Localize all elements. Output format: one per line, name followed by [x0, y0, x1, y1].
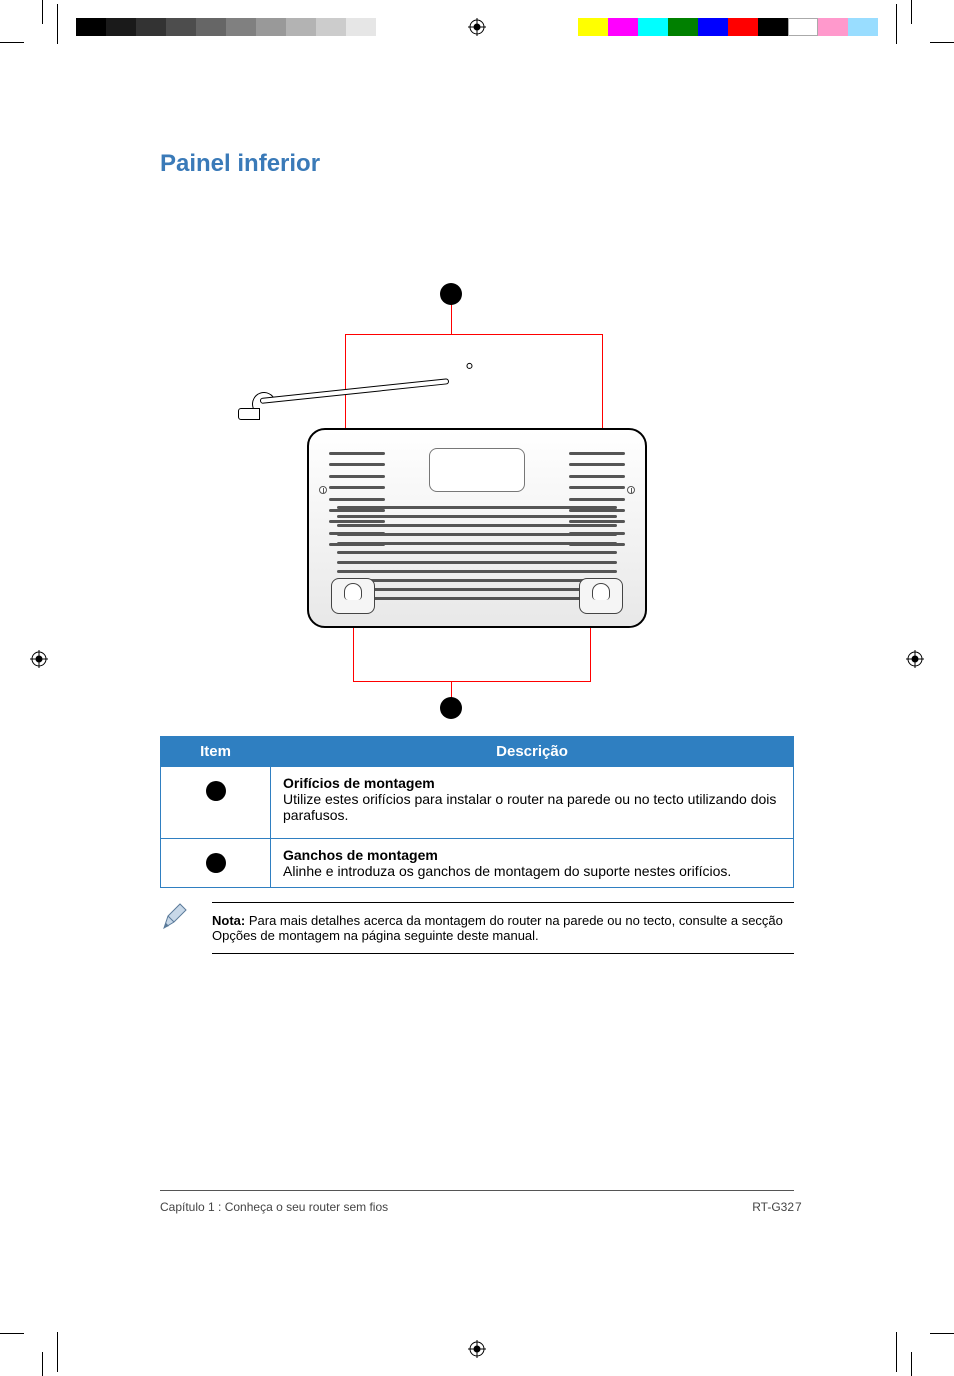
- row2-desc: Alinhe e introduza os ganchos de montage…: [283, 863, 731, 879]
- pencil-icon: [160, 902, 194, 937]
- table-header-item: Item: [161, 737, 271, 767]
- router-antenna: [238, 390, 458, 430]
- table-row: Ganchos de montagem Alinhe e introduza o…: [161, 839, 794, 888]
- callout-dot-2: [440, 697, 462, 719]
- grey-ramp: [76, 18, 376, 36]
- footer-page-number: 7: [795, 1200, 802, 1214]
- footer-chapter: Capítulo 1 : Conheça o seu router sem fi…: [160, 1200, 388, 1214]
- note-label: Nota:: [212, 913, 245, 928]
- mount-hook-left: [331, 578, 375, 614]
- footer-rule: [160, 1190, 794, 1191]
- callout-dot-1: [440, 283, 462, 305]
- router-bottom-illustration: [307, 428, 647, 628]
- description-table: Item Descrição Orifícios de montagem Uti…: [160, 736, 794, 888]
- note-text: Para mais detalhes acerca da montagem do…: [212, 913, 783, 943]
- row1-desc: Utilize estes orifícios para instalar o …: [283, 791, 776, 823]
- mount-hook-right: [579, 578, 623, 614]
- screw-hole-left: [319, 486, 327, 494]
- row-marker-1: [206, 781, 226, 801]
- screw-hole-right: [627, 486, 635, 494]
- cmyk-bar: [578, 18, 878, 36]
- table-header-desc: Descrição: [271, 737, 794, 767]
- figure-bottom-panel: [160, 218, 794, 708]
- footer-model: RT-G32: [752, 1200, 794, 1214]
- page-body: Painel inferior: [160, 150, 794, 954]
- note-block: Nota: Para mais detalhes acerca da monta…: [160, 902, 794, 954]
- table-row: Orifícios de montagem Utilize estes orif…: [161, 767, 794, 839]
- row-marker-2: [206, 853, 226, 873]
- page-footer: Capítulo 1 : Conheça o seu router sem fi…: [160, 1200, 794, 1214]
- row1-name: Orifícios de montagem: [283, 775, 435, 791]
- section-title: Painel inferior: [160, 150, 794, 178]
- row2-name: Ganchos de montagem: [283, 847, 438, 863]
